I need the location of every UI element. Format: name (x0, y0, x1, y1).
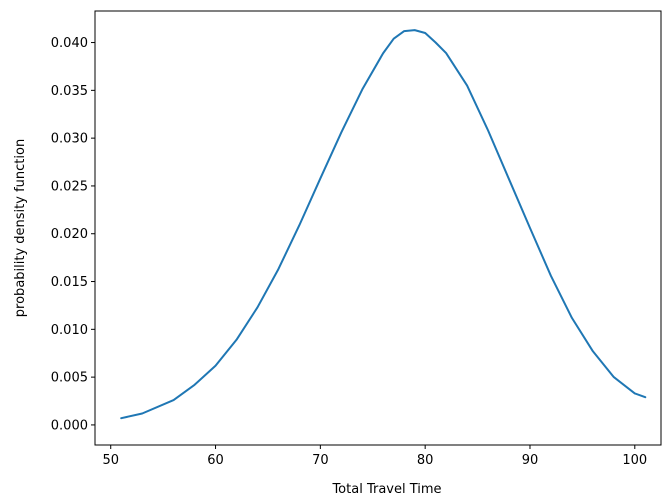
y-tick-label: 0.025 (51, 179, 88, 194)
y-tick-label: 0.020 (51, 227, 88, 242)
x-tick-label: 60 (207, 453, 224, 468)
plot-frame (94, 10, 662, 446)
x-tick-label: 100 (622, 453, 647, 468)
plot-area (94, 10, 662, 446)
y-tick-label: 0.040 (51, 36, 88, 51)
y-axis-title: probability density function (13, 139, 28, 317)
series-line (120, 29, 647, 420)
x-axis-ticks: 50 60 70 80 90 100 (102, 445, 647, 468)
y-tick-label: 0.030 (51, 132, 88, 147)
x-tick-label: 70 (312, 453, 329, 468)
y-tick-label: 0.005 (51, 371, 88, 386)
x-tick-label: 80 (417, 453, 434, 468)
y-tick-label: 0.035 (51, 84, 88, 99)
y-tick-label: 0.015 (51, 275, 88, 290)
y-axis-ticks: 0.000 0.005 0.010 0.015 0.020 0.025 0.030 0.035… (51, 36, 95, 433)
y-tick-label: 0.010 (51, 323, 88, 338)
x-axis-title: Total Travel Time (331, 482, 441, 497)
y-tick-label: 0.000 (51, 418, 88, 433)
x-tick-label: 50 (102, 453, 119, 468)
x-tick-label: 90 (522, 453, 539, 468)
